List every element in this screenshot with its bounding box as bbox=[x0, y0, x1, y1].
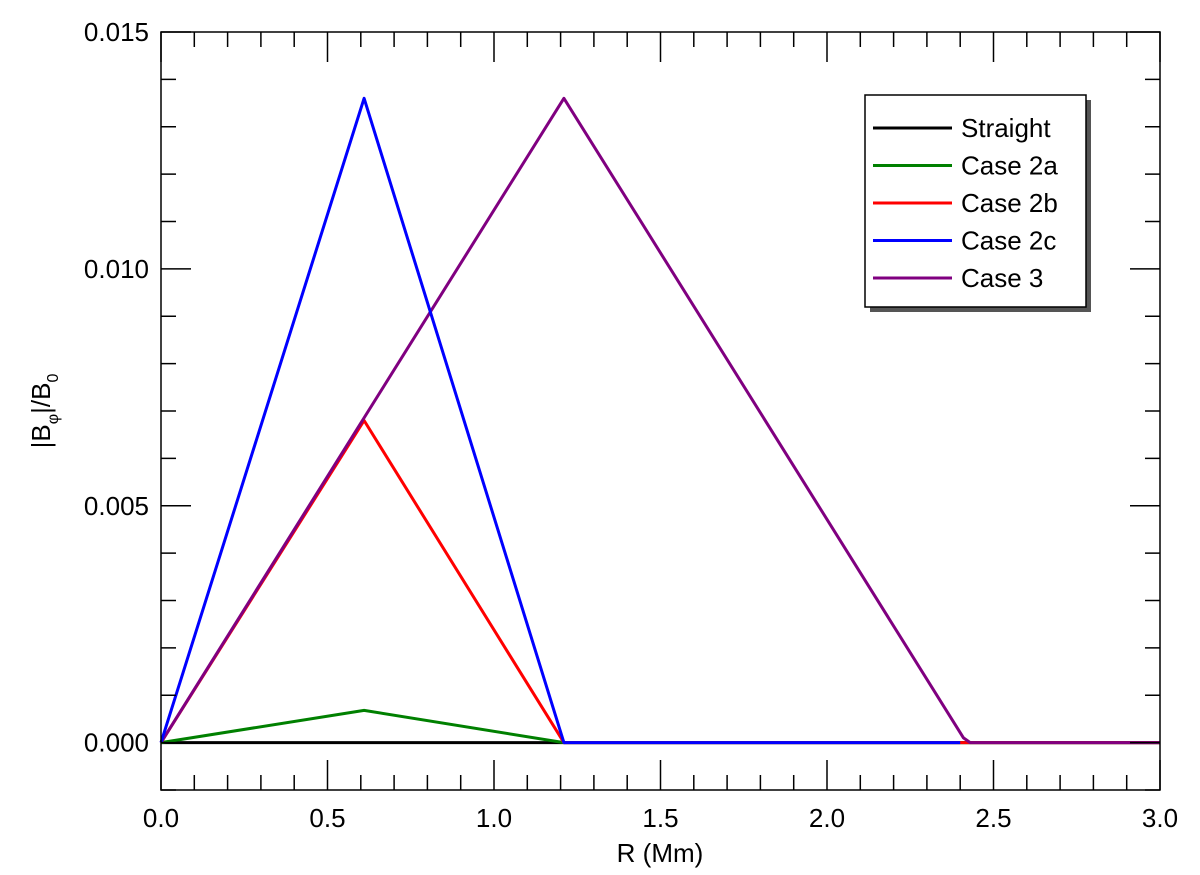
y-axis-title-sub-zero: 0 bbox=[45, 374, 62, 383]
y-axis-title-sub-phi: φ bbox=[45, 414, 62, 424]
series-line-case-2a bbox=[160, 708, 1160, 745]
series-line-case-2c bbox=[159, 96, 961, 745]
legend-items: Straight Case 2a Case 2b Case 2c Case 3 bbox=[873, 113, 1058, 293]
y-axis-title: |Bφ|/B0 bbox=[26, 374, 62, 449]
x-tick-label: 1.0 bbox=[476, 803, 512, 833]
tick-labels: 0.0 0.5 1.0 1.5 2.0 2.5 3.0 0.000 0.005 0.010 0.01… bbox=[84, 17, 1178, 833]
y-axis-title-part-2: |/B bbox=[26, 383, 56, 414]
x-tick-label: 0.5 bbox=[309, 803, 345, 833]
x-tick-label: 2.5 bbox=[975, 803, 1011, 833]
legend-box bbox=[864, 94, 1087, 308]
y-tick-label: 0.005 bbox=[84, 491, 149, 521]
x-tick-label: 1.5 bbox=[642, 803, 678, 833]
legend: Straight Case 2a Case 2b Case 2c Case 3 bbox=[864, 94, 1091, 312]
x-tick-label: 0.0 bbox=[143, 803, 179, 833]
legend-label-straight: Straight bbox=[961, 113, 1051, 143]
x-tick-label: 2.0 bbox=[809, 803, 845, 833]
plot-frame bbox=[160, 31, 1161, 791]
legend-label-case-3: Case 3 bbox=[961, 263, 1043, 293]
legend-label-case-2c: Case 2c bbox=[961, 226, 1056, 256]
legend-label-case-2a: Case 2a bbox=[961, 151, 1058, 181]
x-tick-label: 3.0 bbox=[1142, 803, 1178, 833]
y-tick-label: 0.010 bbox=[84, 254, 149, 284]
legend-label-case-2b: Case 2b bbox=[961, 188, 1058, 218]
y-tick-label: 0.000 bbox=[84, 728, 149, 758]
y-axis-title-part-1: |B bbox=[26, 424, 56, 448]
series-line-case-2b bbox=[159, 419, 1160, 745]
y-tick-label: 0.015 bbox=[84, 17, 149, 47]
series-layer bbox=[159, 96, 1160, 745]
x-axis-title: R (Mm) bbox=[617, 838, 704, 868]
svg-text:|Bφ|/B0: |Bφ|/B0 bbox=[26, 374, 62, 449]
